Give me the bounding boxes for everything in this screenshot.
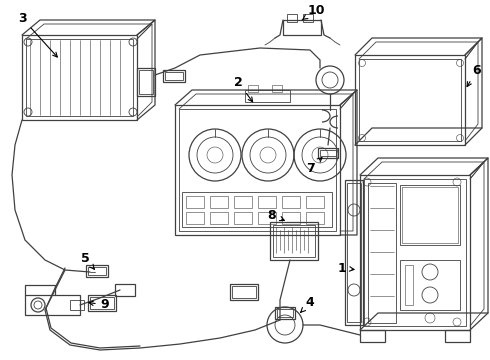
Bar — [368, 183, 396, 323]
Bar — [86, 265, 108, 277]
Bar — [232, 286, 256, 298]
Bar — [282, 196, 300, 208]
Bar — [248, 85, 258, 92]
Bar — [287, 14, 297, 22]
Text: 3: 3 — [18, 12, 57, 57]
Bar — [234, 212, 252, 224]
Bar — [275, 307, 295, 319]
Bar — [273, 225, 315, 257]
Bar — [272, 85, 282, 92]
Bar — [320, 150, 336, 156]
Bar — [210, 196, 228, 208]
Bar — [234, 196, 252, 208]
Bar — [277, 309, 293, 317]
Bar — [345, 180, 363, 325]
Bar — [26, 39, 133, 116]
Bar — [70, 300, 84, 310]
Bar — [347, 183, 361, 322]
Bar — [137, 68, 155, 96]
Bar — [182, 192, 332, 227]
Text: 9: 9 — [89, 298, 109, 311]
Text: 6: 6 — [467, 63, 481, 86]
Bar — [405, 265, 413, 305]
Text: 10: 10 — [302, 4, 325, 20]
Bar — [364, 179, 466, 326]
Bar — [283, 20, 321, 35]
Bar — [400, 185, 460, 245]
Bar — [359, 59, 461, 141]
Bar — [303, 14, 313, 22]
Bar — [163, 70, 185, 82]
Bar — [90, 297, 114, 309]
Bar — [258, 212, 276, 224]
Bar — [306, 196, 324, 208]
Bar — [139, 70, 153, 94]
Bar — [186, 212, 204, 224]
Bar — [25, 295, 80, 315]
Text: 8: 8 — [268, 208, 284, 221]
Bar — [165, 72, 183, 80]
Bar — [400, 260, 460, 310]
Bar — [115, 284, 135, 296]
Bar — [360, 175, 470, 330]
Bar — [402, 187, 458, 243]
Bar — [360, 330, 385, 342]
Text: 7: 7 — [306, 158, 322, 175]
Bar — [445, 330, 470, 342]
Bar — [318, 148, 338, 158]
Bar — [355, 55, 465, 145]
Bar — [270, 222, 318, 260]
Text: 1: 1 — [338, 261, 354, 274]
Text: 2: 2 — [234, 76, 253, 102]
Bar — [88, 295, 116, 311]
Bar — [245, 90, 290, 102]
Bar — [258, 196, 276, 208]
Bar — [306, 212, 324, 224]
Bar — [179, 109, 336, 231]
Text: 5: 5 — [81, 252, 94, 269]
Bar — [175, 105, 340, 235]
Bar — [22, 35, 137, 120]
Bar — [230, 284, 258, 300]
Bar — [88, 267, 106, 275]
Text: 4: 4 — [301, 297, 315, 312]
Bar — [186, 196, 204, 208]
Bar — [282, 212, 300, 224]
Bar — [210, 212, 228, 224]
